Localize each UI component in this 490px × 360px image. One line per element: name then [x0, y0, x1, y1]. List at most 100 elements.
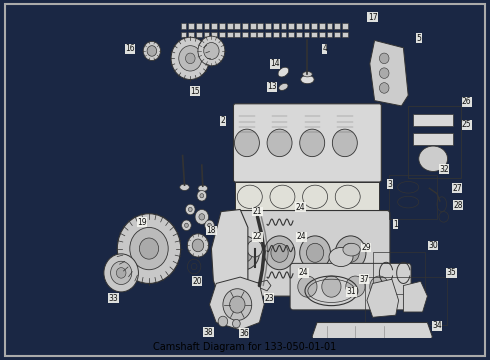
Circle shape: [298, 276, 317, 297]
Circle shape: [370, 276, 389, 297]
Bar: [257, 32, 263, 37]
Text: 3: 3: [388, 180, 392, 189]
Circle shape: [197, 190, 207, 201]
Circle shape: [306, 243, 324, 262]
Bar: [196, 32, 202, 37]
Circle shape: [346, 276, 365, 297]
Bar: [227, 32, 233, 37]
FancyBboxPatch shape: [233, 104, 381, 182]
Bar: [181, 23, 186, 29]
Ellipse shape: [303, 72, 312, 77]
FancyBboxPatch shape: [290, 264, 411, 310]
Bar: [242, 32, 248, 37]
Text: 22: 22: [253, 233, 262, 242]
Text: 18: 18: [207, 226, 216, 235]
Circle shape: [342, 243, 359, 262]
Bar: [257, 23, 263, 29]
Bar: [327, 23, 332, 29]
Bar: [288, 32, 294, 37]
Ellipse shape: [419, 146, 447, 171]
Text: 13: 13: [267, 82, 277, 91]
Circle shape: [247, 240, 262, 257]
Polygon shape: [370, 40, 408, 106]
Bar: [319, 23, 325, 29]
Circle shape: [218, 316, 228, 327]
Circle shape: [199, 214, 205, 220]
Bar: [181, 32, 186, 37]
Text: 15: 15: [190, 87, 200, 96]
Polygon shape: [312, 323, 432, 347]
Bar: [342, 23, 348, 29]
Text: 5: 5: [416, 34, 421, 43]
Text: 16: 16: [125, 44, 135, 53]
Bar: [413, 134, 453, 145]
Ellipse shape: [279, 84, 288, 90]
Bar: [311, 23, 317, 29]
Text: 19: 19: [138, 218, 147, 227]
Circle shape: [205, 220, 214, 231]
Text: 1: 1: [393, 220, 398, 229]
FancyBboxPatch shape: [226, 211, 390, 296]
Circle shape: [198, 36, 225, 66]
Bar: [204, 23, 210, 29]
Polygon shape: [210, 277, 264, 330]
Bar: [242, 23, 248, 29]
Text: 37: 37: [359, 275, 369, 284]
Circle shape: [188, 207, 192, 212]
Ellipse shape: [301, 75, 314, 84]
Polygon shape: [367, 279, 398, 317]
Bar: [234, 23, 240, 29]
Bar: [204, 32, 210, 37]
Text: 32: 32: [439, 165, 448, 174]
Text: 23: 23: [264, 294, 274, 303]
Ellipse shape: [278, 67, 289, 77]
Circle shape: [379, 53, 389, 64]
Bar: [280, 32, 286, 37]
Circle shape: [185, 223, 188, 228]
Polygon shape: [255, 280, 271, 291]
Text: 24: 24: [297, 233, 306, 242]
Circle shape: [182, 220, 191, 231]
Bar: [327, 32, 332, 37]
Text: 38: 38: [204, 328, 213, 337]
Text: 20: 20: [192, 277, 202, 286]
Ellipse shape: [329, 248, 353, 266]
Circle shape: [332, 129, 357, 157]
Circle shape: [223, 289, 252, 320]
Circle shape: [186, 204, 195, 215]
Bar: [265, 23, 271, 29]
Text: 33: 33: [109, 294, 119, 303]
Text: 35: 35: [446, 269, 456, 277]
Text: 17: 17: [368, 13, 377, 22]
Bar: [234, 32, 240, 37]
Circle shape: [233, 319, 240, 328]
Circle shape: [208, 223, 211, 228]
Circle shape: [379, 68, 389, 78]
Text: 14: 14: [270, 59, 280, 68]
Bar: [273, 23, 279, 29]
Bar: [296, 23, 302, 29]
Circle shape: [111, 261, 132, 284]
Bar: [227, 23, 233, 29]
Bar: [319, 32, 325, 37]
Bar: [235, 182, 379, 212]
Bar: [413, 114, 453, 126]
Circle shape: [186, 53, 195, 64]
Bar: [280, 23, 286, 29]
Ellipse shape: [198, 185, 208, 192]
Circle shape: [234, 129, 259, 157]
Bar: [188, 32, 194, 37]
Circle shape: [300, 129, 325, 157]
Text: 28: 28: [453, 201, 463, 210]
Ellipse shape: [343, 243, 360, 256]
Bar: [408, 106, 461, 178]
Circle shape: [147, 46, 157, 56]
Circle shape: [130, 228, 168, 270]
Circle shape: [229, 236, 259, 270]
Bar: [342, 32, 348, 37]
Circle shape: [116, 267, 126, 278]
Text: 31: 31: [347, 287, 356, 296]
Text: 24: 24: [296, 203, 305, 212]
Text: 2: 2: [220, 116, 225, 125]
Circle shape: [171, 37, 210, 80]
